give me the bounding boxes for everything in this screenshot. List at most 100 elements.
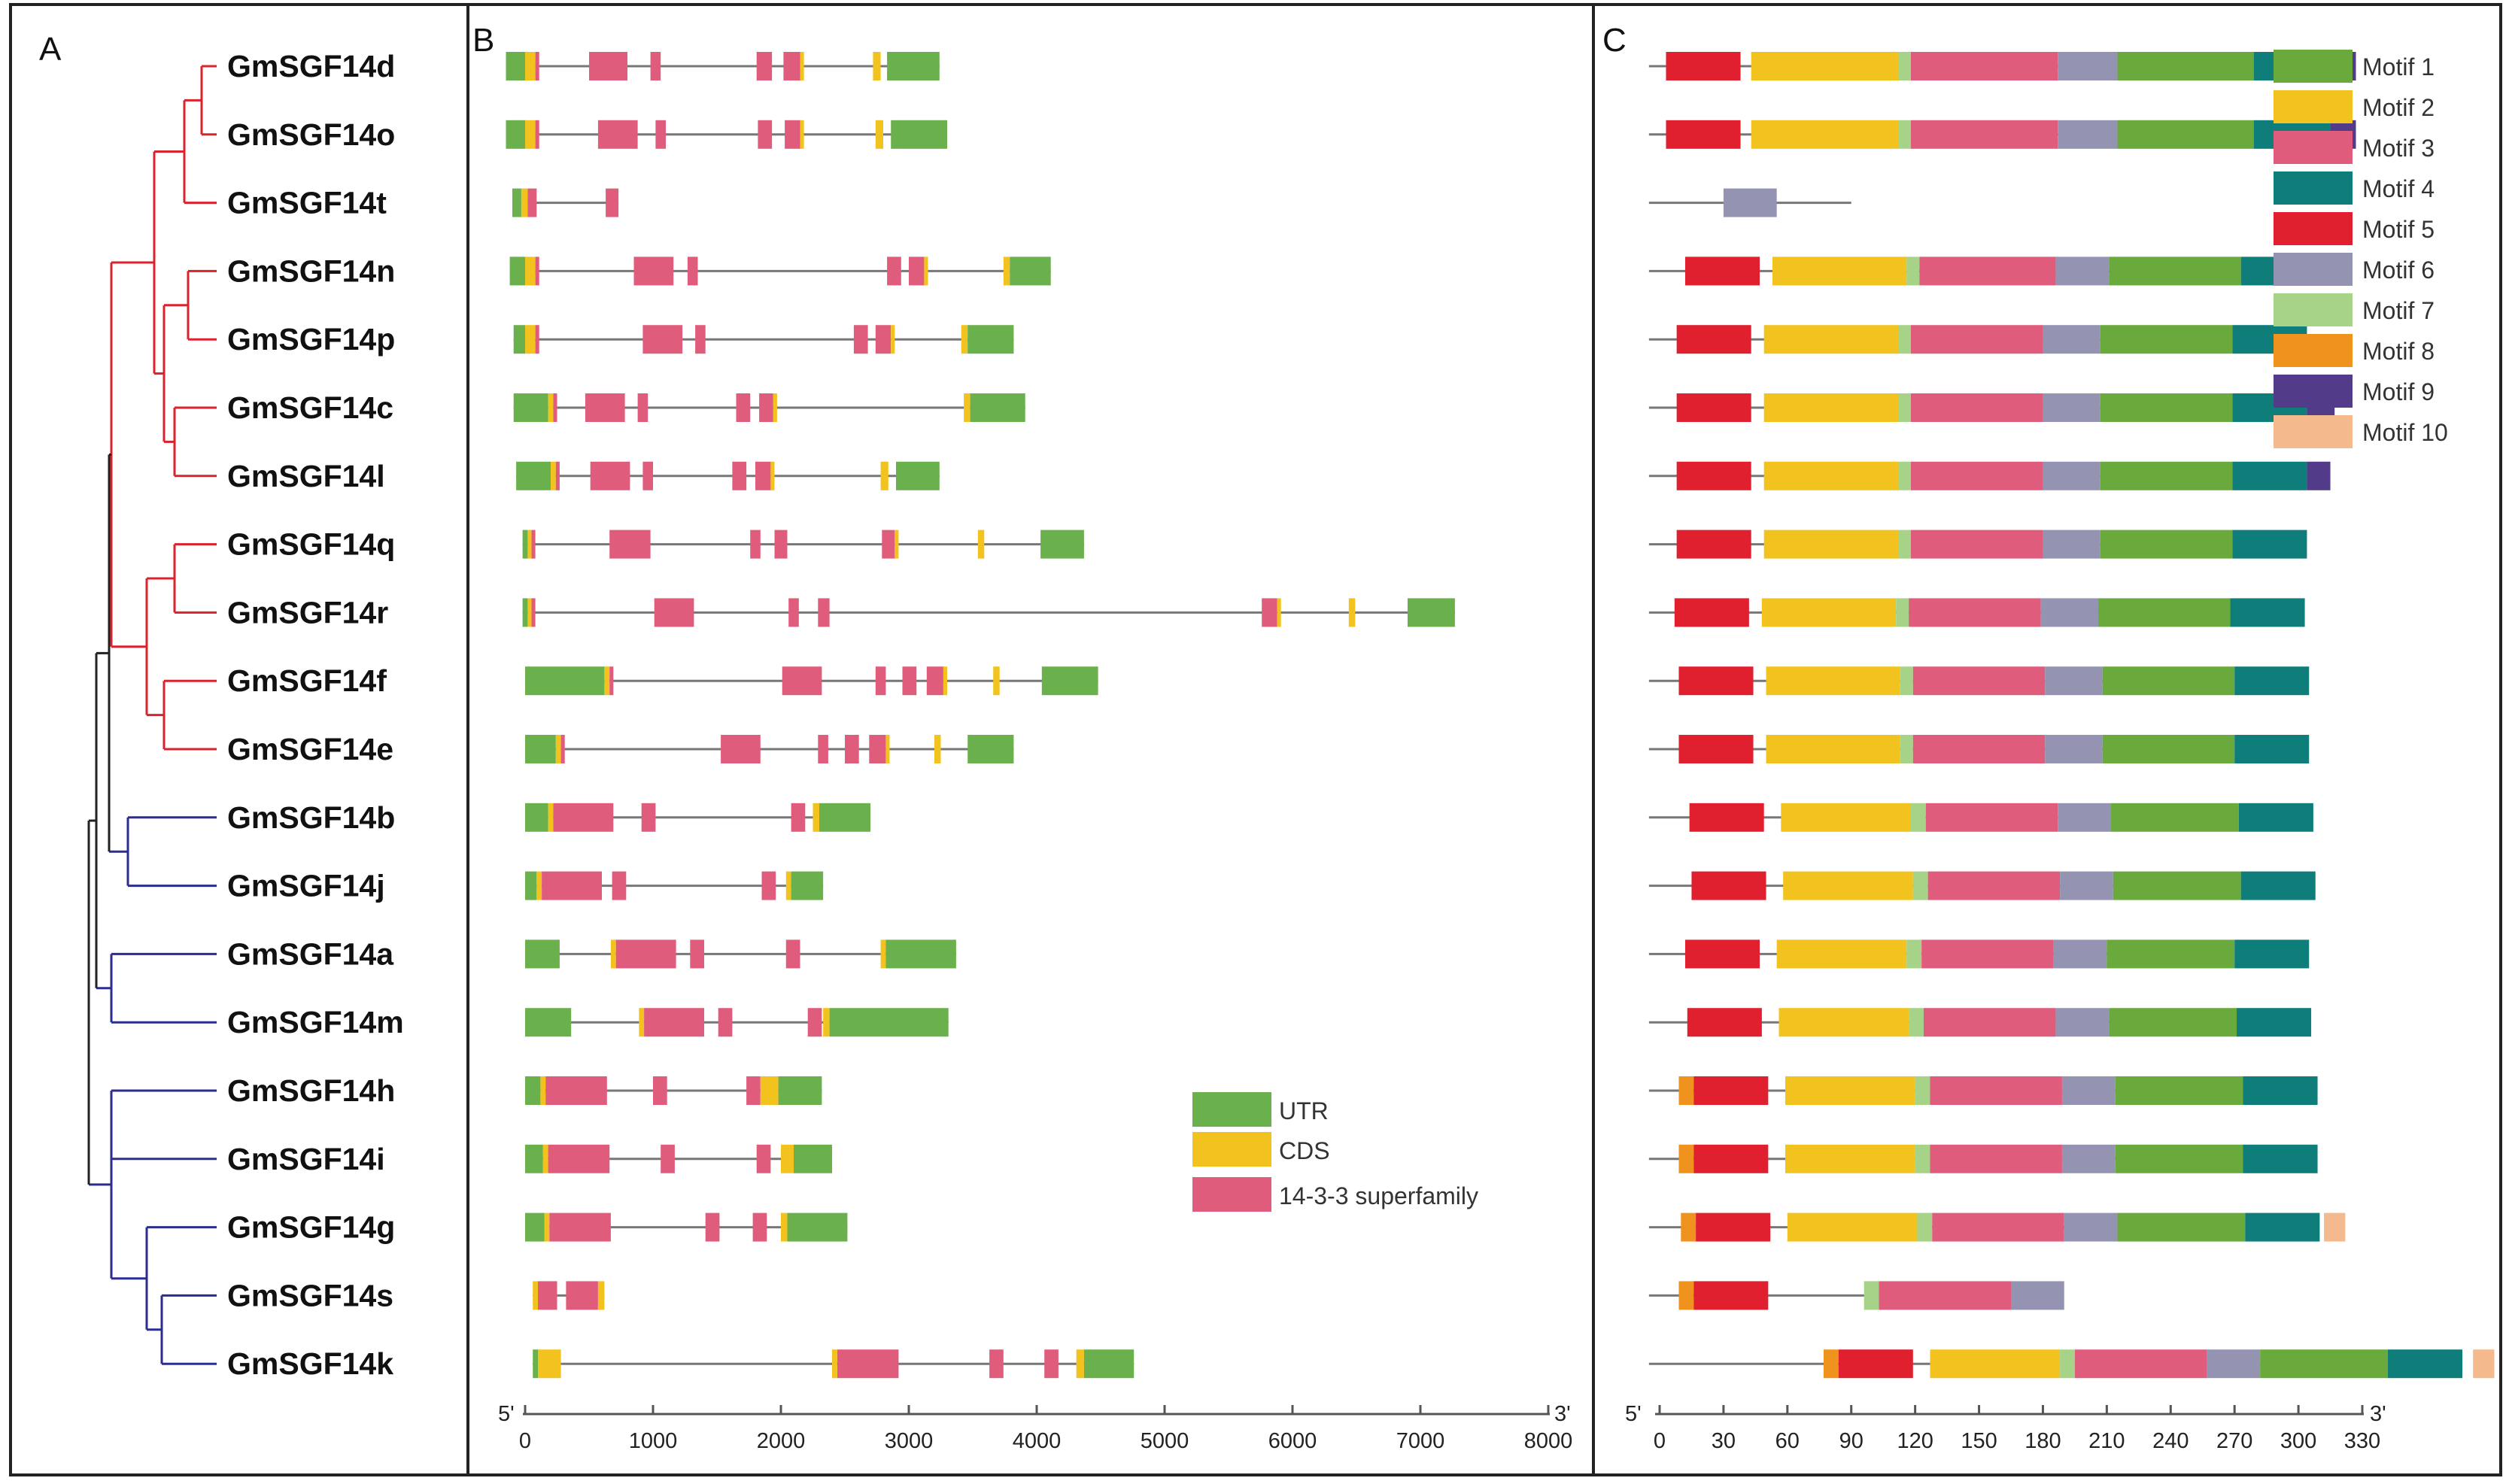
legend-motif-label: Motif 4 (2362, 175, 2435, 202)
cds-block (885, 735, 890, 763)
cds-block (924, 256, 928, 286)
motif-1-block (2100, 530, 2233, 559)
cds-block (555, 735, 561, 763)
motif-5-block (1838, 1349, 1913, 1379)
gene-name: GmSGF14t (227, 186, 387, 220)
motif-3-block (1923, 1008, 2056, 1037)
motif-3-block (1910, 461, 2043, 490)
utr-block (891, 120, 947, 149)
motif-2-block (1785, 1144, 1915, 1173)
sf-block (837, 1349, 899, 1379)
motif-6-block (2043, 393, 2100, 422)
sf-block (542, 871, 602, 900)
phylogenetic-tree (87, 65, 217, 1365)
motif-8-block (1678, 1144, 1694, 1173)
sf-block (756, 1144, 771, 1173)
gene-name: GmSGF14k (227, 1346, 393, 1381)
sf-block (531, 530, 536, 559)
motif-3-block (2074, 1349, 2207, 1379)
sf-block (642, 461, 653, 490)
utr-block (1083, 1349, 1135, 1379)
utr-block (896, 461, 940, 490)
sf-block (590, 461, 630, 490)
motif-3-block (1930, 1144, 2062, 1173)
cds-block (533, 1281, 538, 1310)
cds-block (880, 939, 886, 969)
sf-block (644, 1008, 704, 1037)
motif-5-block (1676, 393, 1751, 422)
motif-2-block (1761, 598, 1897, 627)
sf-block (612, 871, 627, 900)
legend-utr-label: UTR (1279, 1097, 1329, 1124)
cds-block (527, 598, 532, 627)
sf-block (875, 325, 892, 354)
motif-10-block (2473, 1349, 2495, 1379)
utr-block (967, 325, 1014, 354)
utr-block (778, 1076, 822, 1105)
sf-block (566, 1281, 598, 1310)
motif-3-block (1879, 1281, 2011, 1310)
cds-block (525, 120, 536, 149)
sf-block (650, 52, 661, 80)
axis-b-tick-label: 0 (519, 1429, 531, 1453)
sf-block (695, 325, 706, 354)
motif-6-block (2043, 325, 2100, 354)
motif-5-block (1684, 939, 1760, 969)
sf-block (553, 393, 557, 422)
sf-block (845, 735, 859, 763)
sf-block (687, 256, 698, 286)
cds-block (525, 52, 536, 80)
axis-b-tick-label: 5000 (1141, 1429, 1189, 1453)
motif-7-block (1906, 939, 1922, 969)
sf-block (690, 939, 704, 969)
legend-motif-label: Motif 1 (2362, 53, 2435, 80)
utr-block (512, 188, 521, 217)
legend-motif-swatch (2274, 90, 2353, 123)
motif-7-block (1912, 871, 1928, 900)
legend-motif-swatch (2274, 212, 2353, 245)
cds-block (781, 1212, 788, 1242)
motif-7-block (1900, 666, 1913, 696)
motif-1-block (2117, 120, 2254, 149)
motif-2-block (1763, 325, 1898, 354)
motif-6-block (2045, 666, 2103, 696)
cds-block (961, 325, 968, 354)
axis-c-tick-label: 270 (2216, 1429, 2252, 1453)
cds-block (1277, 598, 1281, 627)
utr-block (819, 803, 870, 832)
motif-5-block (1693, 1281, 1769, 1310)
utr-block (1041, 666, 1098, 696)
cds-block (1348, 598, 1356, 627)
utr-block (513, 393, 548, 422)
utr-block (525, 1212, 545, 1242)
motif-5-block (1691, 871, 1766, 900)
motif-6-block (2011, 1281, 2064, 1310)
utr-block (794, 1144, 832, 1173)
utr-block (885, 939, 956, 969)
motif-3-block (1912, 666, 2046, 696)
motif-3-block (1910, 52, 2058, 80)
utr-block (522, 598, 528, 627)
sf-block (538, 1281, 557, 1310)
gene-name: GmSGF14l (227, 459, 385, 493)
motif-7-block (1906, 256, 1920, 286)
motif-5-block (1693, 1144, 1769, 1173)
motif-8-block (1823, 1349, 1839, 1379)
sf-block (705, 1212, 720, 1242)
sf-block (783, 52, 800, 80)
axis-b-tick-label: 4000 (1013, 1429, 1062, 1453)
utr-block (509, 256, 525, 286)
gene-name: GmSGF14i (227, 1142, 385, 1176)
motif-4-block (2245, 1212, 2320, 1242)
sf-block (818, 598, 830, 627)
legend-motif-swatch (2274, 50, 2353, 83)
motif-7-block (1910, 803, 1926, 832)
sf-block (755, 461, 771, 490)
figure-frame (9, 3, 2502, 1476)
motif-6-block (2058, 52, 2118, 80)
motif-5-block (1678, 666, 1754, 696)
axis-b-tick-label: 1000 (629, 1429, 678, 1453)
motif-2-block (1763, 393, 1898, 422)
motif-5-block (1687, 1008, 1762, 1037)
motif-2-block (1763, 530, 1898, 559)
